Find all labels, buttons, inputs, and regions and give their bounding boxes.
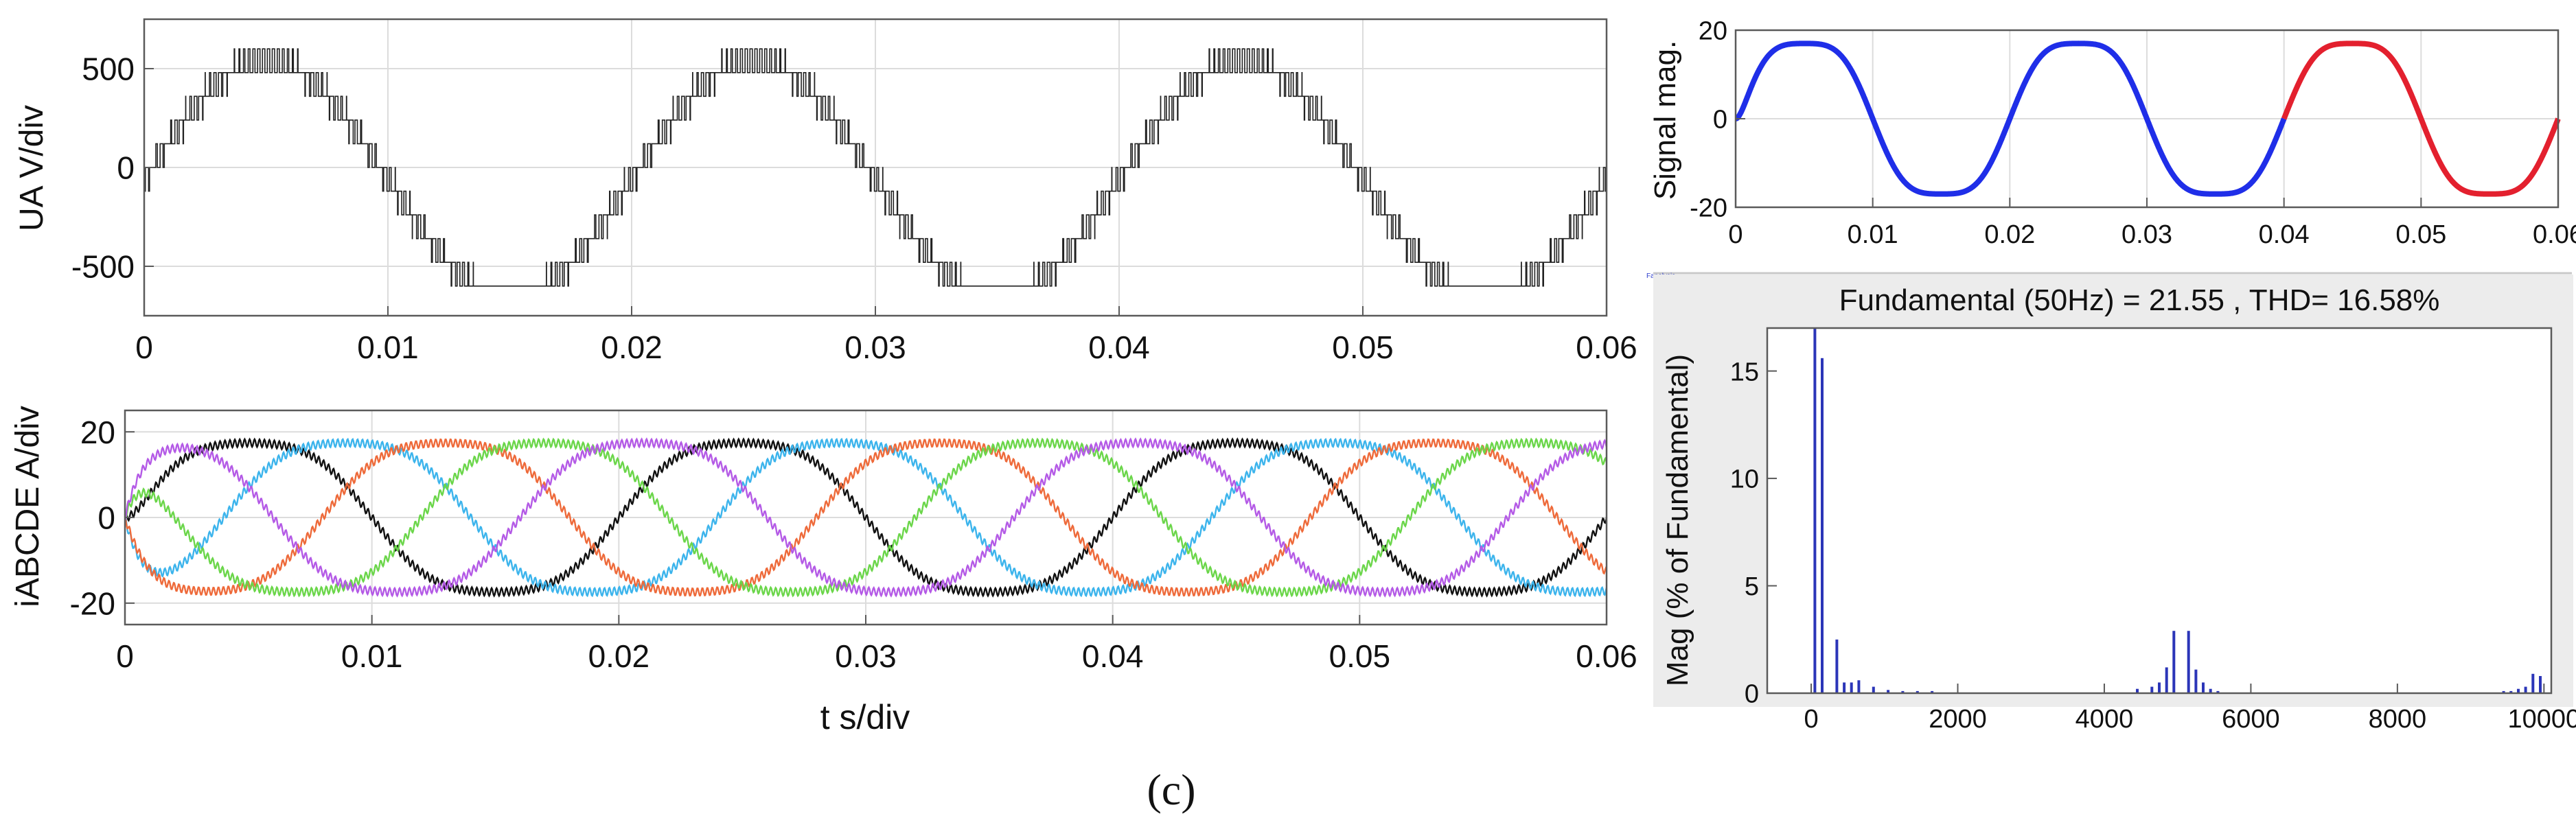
voltage-series-UA: [144, 48, 1607, 287]
voltage-xtick-label-2: 0.02: [601, 329, 663, 365]
voltage-y-label: UA V/div: [14, 105, 50, 231]
signal-xtick-label-3: 0.03: [2121, 220, 2172, 249]
spectrum-ytick-label-2: 10: [1730, 465, 1759, 494]
spectrum-bar-25: [2531, 673, 2535, 693]
spectrum-ytick-label-3: 15: [1730, 358, 1759, 386]
voltage-ytick-label-0: 500: [82, 51, 135, 87]
spectrum-bar-18: [2202, 682, 2205, 693]
spectrum-bar-23: [2517, 688, 2520, 693]
figure-caption: (c): [1147, 765, 1195, 814]
currents-xtick-label-4: 0.04: [1082, 638, 1144, 674]
voltage-xtick-label-6: 0.06: [1576, 329, 1637, 365]
currents-xtick-label-3: 0.03: [835, 638, 897, 674]
voltage-ytick-label-2: -500: [71, 249, 135, 285]
spectrum-xtick-label-0: 0: [1804, 705, 1818, 734]
currents-y-label: iABCDE A/div: [10, 406, 46, 607]
currents-xtick-label-2: 0.02: [588, 638, 650, 674]
currents-chart: iABCDE A/div t s/div 0 0.01 0.02 0.03 0.04 0.…: [10, 406, 1637, 736]
voltage-xtick-label-4: 0.04: [1088, 329, 1150, 365]
spectrum-frame: [1766, 327, 2553, 695]
spectrum-bar-24: [2524, 686, 2527, 693]
signal-xtick-label-1: 0.01: [1848, 220, 1898, 249]
spectrum-bar-9: [1916, 690, 1919, 693]
signal-ytick-label-0: 20: [1699, 17, 1727, 46]
spectrum-bar-26: [2539, 676, 2542, 693]
currents-ytick-label-1: 0: [97, 500, 115, 536]
signal-xtick-label-6: 0.06: [2533, 220, 2576, 249]
spectrum-bar-10: [1931, 690, 1934, 693]
voltage-ytick-label-1: 0: [117, 150, 135, 186]
spectrum-bar-5: [1857, 680, 1861, 693]
voltage-xtick-label-5: 0.05: [1332, 329, 1394, 365]
currents-series-iB: [124, 437, 1608, 598]
signal-ytick-label-1: 0: [1713, 106, 1727, 135]
signal-series-fft-window: [2281, 40, 2561, 197]
spectrum-bar-16: [2187, 631, 2190, 693]
signal-xtick-label-2: 0.02: [1984, 220, 2035, 249]
currents-ytick-label-0: 20: [80, 415, 115, 450]
signal-xtick-label-0: 0: [1728, 220, 1743, 249]
signal-chart: Signal mag. 0 0.01 0.02 0.03 0.04 0.05 0.06 20 0…: [1648, 17, 2576, 249]
signal-xtick-label-5: 0.05: [2395, 220, 2446, 249]
spectrum-xtick-label-2: 4000: [2075, 705, 2134, 734]
currents-xtick-label-0: 0: [116, 638, 134, 674]
signal-ytick-label-2: -20: [1690, 194, 1727, 223]
spectrum-xtick-label-5: 10000: [2507, 705, 2576, 734]
spectrum-xtick-label-1: 2000: [1929, 705, 1987, 734]
spectrum-bar-17: [2194, 669, 2198, 693]
spectrum-bar-6: [1872, 686, 1875, 693]
spectrum-bar-21: [2502, 690, 2505, 693]
spectrum-bar-19: [2209, 688, 2212, 693]
spectrum-title: Fundamental (50Hz) = 21.55 , THD= 16.58%: [1839, 283, 2440, 317]
spectrum-bar-11: [2136, 688, 2139, 693]
signal-series-signal: [1733, 40, 2287, 197]
spectrum-bar-12: [2150, 686, 2154, 693]
currents-series-iE: [124, 437, 1608, 598]
voltage-xtick-label-0: 0: [135, 329, 153, 365]
spectrum-bar-14: [2165, 667, 2168, 693]
currents-xtick-label-1: 0.01: [341, 638, 403, 674]
signal-y-label: Signal mag.: [1648, 40, 1682, 200]
spectrum-y-label: Mag (% of Fundamental): [1661, 354, 1694, 686]
spectrum-bar-15: [2172, 631, 2176, 693]
spectrum-ytick-label-1: 5: [1745, 572, 1759, 601]
spectrum-xtick-label-4: 8000: [2369, 705, 2427, 734]
spectrum-bar-22: [2509, 690, 2513, 693]
currents-xtick-label-5: 0.05: [1329, 638, 1391, 674]
spectrum-chart: Fundamental (50Hz) = 21.55 , THD= 16.58%…: [1661, 283, 2576, 734]
currents-ytick-label-2: -20: [70, 585, 115, 621]
spectrum-bar-0: [1813, 328, 1817, 693]
spectrum-xtick-label-3: 6000: [2222, 705, 2280, 734]
spectrum-bar-7: [1887, 690, 1890, 693]
spectrum-bar-2: [1835, 639, 1839, 693]
spectrum-bar-20: [2216, 690, 2220, 693]
signal-xtick-label-4: 0.04: [2259, 220, 2310, 249]
spectrum-bar-4: [1850, 682, 1853, 693]
voltage-xtick-label-1: 0.01: [357, 329, 419, 365]
currents-series-iD: [124, 437, 1608, 598]
spectrum-bar-1: [1821, 358, 1824, 693]
currents-x-label: t s/div: [820, 698, 910, 736]
currents-xtick-label-6: 0.06: [1576, 638, 1637, 674]
spectrum-bar-8: [1901, 690, 1905, 693]
spectrum-plot-area: [1767, 328, 2551, 693]
spectrum-bar-3: [1843, 682, 1846, 693]
currents-series-iC: [124, 438, 1607, 597]
currents-series-iA: [124, 437, 1608, 598]
voltage-chart: UA V/div 0 0.01 0.02 0.03 0.04 0.05 0.06 500 0 -5…: [14, 18, 1637, 365]
spectrum-ytick-label-0: 0: [1745, 680, 1759, 709]
voltage-xtick-label-3: 0.03: [844, 329, 906, 365]
spectrum-bar-13: [2158, 682, 2161, 693]
